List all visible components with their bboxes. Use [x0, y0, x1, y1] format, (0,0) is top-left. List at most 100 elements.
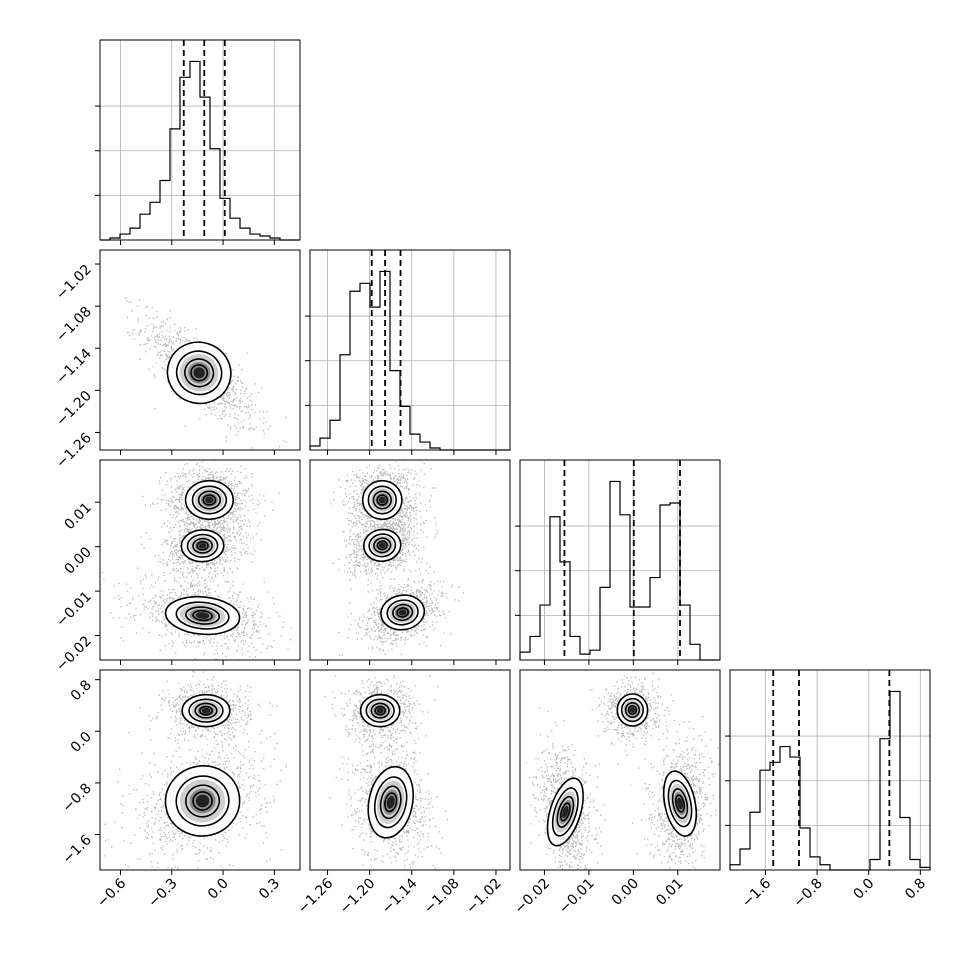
y-tick-labels-1: −1.26−1.20−1.14−1.08−1.02: [53, 262, 95, 472]
contour-line: [191, 485, 228, 515]
joint-frame: [309, 459, 511, 661]
x-tick-labels-0: −0.6 −0.3 0.0 0.3: [94, 875, 283, 910]
joint-panel-1-3: [309, 669, 511, 875]
joint-panel-0-1: [95, 249, 301, 455]
y-tick-label: 0.00: [61, 544, 94, 577]
mode-1: [164, 765, 241, 837]
mode-0: [181, 693, 231, 728]
hist-panel-1: [305, 249, 511, 455]
density-core: [205, 496, 214, 504]
mode-0: [166, 341, 232, 405]
contour-line: [616, 693, 649, 727]
joint-frame: [309, 669, 511, 871]
x-tick-label: 0.0: [205, 876, 232, 903]
contour-line: [164, 595, 241, 636]
hist-frame: [519, 459, 721, 661]
contour-line: [190, 364, 209, 382]
joint-panel-1-2: [309, 459, 511, 665]
contour-line: [184, 479, 235, 521]
density-core: [195, 612, 210, 619]
contour-line: [368, 533, 397, 558]
contour-line: [175, 775, 230, 827]
density-core: [562, 805, 569, 819]
y-tick-label: −1.08: [53, 304, 95, 346]
joint-content: [101, 460, 292, 660]
y-tick-label: −1.14: [53, 346, 95, 388]
x-tick-label: −0.6: [94, 875, 129, 910]
joint-panel-0-3: [95, 669, 301, 875]
x-tick-label: 0.01: [653, 876, 686, 909]
x-tick-label: −1.02: [463, 876, 505, 918]
x-tick-labels-3: −1.6 −0.8 0.0 0.8: [739, 875, 929, 910]
joint-content: [525, 670, 720, 870]
joint-content: [324, 674, 449, 870]
contour-line: [185, 606, 221, 625]
contour-line: [184, 358, 215, 388]
hist-step-3: [729, 690, 931, 871]
scatter-points: [101, 460, 292, 660]
y-tick-label: 0.0: [68, 729, 95, 756]
x-tick-label: −1.14: [379, 875, 421, 917]
contour-line: [365, 698, 395, 723]
y-tick-labels-2: −0.02−0.01 0.00 0.01: [53, 500, 95, 675]
contour-line: [624, 701, 641, 719]
contour-line: [384, 792, 398, 813]
x-tick-label: −0.01: [556, 876, 598, 918]
contour-line: [546, 777, 584, 847]
y-tick-label: 0.01: [61, 500, 94, 533]
mode-0: [184, 479, 235, 521]
x-tick-label: 0.3: [256, 876, 283, 903]
joint-panel-0-2: [95, 459, 301, 665]
contour-line: [361, 479, 403, 521]
contour-line: [185, 784, 221, 818]
x-tick-label: 0.00: [609, 876, 642, 909]
density-core: [378, 496, 386, 504]
contour-line: [363, 528, 402, 563]
density-core: [195, 794, 210, 808]
y-tick-label: −0.01: [53, 589, 95, 631]
y-tick-label: −1.26: [53, 430, 95, 472]
contour-line: [180, 529, 225, 563]
x-tick-label: −1.20: [337, 876, 379, 918]
contour-line: [379, 785, 402, 820]
contour-line: [166, 341, 232, 405]
contour-line: [627, 705, 638, 715]
contour-line: [376, 540, 388, 551]
scatter-points: [324, 674, 449, 870]
hist-step-0: [100, 60, 300, 241]
x-tick-labels-1: −1.26 −1.20 −1.14 −1.08 −1.02: [295, 875, 505, 917]
hist-frame: [309, 249, 511, 451]
contour-line: [376, 494, 389, 506]
joint-content: [330, 460, 465, 657]
mode-2: [380, 594, 426, 631]
y-tick-label: −1.20: [53, 388, 95, 430]
joint-panel-2-3: [519, 669, 721, 875]
contour-line: [620, 697, 644, 723]
contour-line: [181, 693, 231, 728]
contour-line: [192, 537, 213, 554]
y-tick-label: −1.6: [59, 832, 94, 867]
contour-line: [386, 599, 419, 626]
x-tick-label: −0.8: [791, 876, 826, 911]
contour-line: [374, 705, 387, 716]
contour-line: [667, 779, 693, 828]
contour-line: [370, 702, 390, 719]
scatter-points: [330, 460, 465, 657]
contour-line: [192, 609, 213, 622]
mode-0: [359, 693, 401, 728]
contour-line: [671, 788, 689, 820]
y-tick-label: 0.8: [68, 677, 95, 704]
density-core: [201, 707, 211, 714]
contour-line: [199, 705, 213, 716]
x-tick-label: −1.26: [295, 875, 337, 917]
density-core: [398, 609, 407, 616]
x-tick-labels-2: −0.02 −0.01 0.00 0.01: [512, 876, 687, 918]
contour-line: [164, 765, 241, 837]
joint-frame: [99, 459, 301, 661]
contour-line: [175, 601, 230, 630]
density-core: [677, 797, 683, 810]
joint-frame: [519, 669, 721, 871]
joint-frame: [99, 249, 301, 451]
mode-0: [616, 693, 649, 727]
